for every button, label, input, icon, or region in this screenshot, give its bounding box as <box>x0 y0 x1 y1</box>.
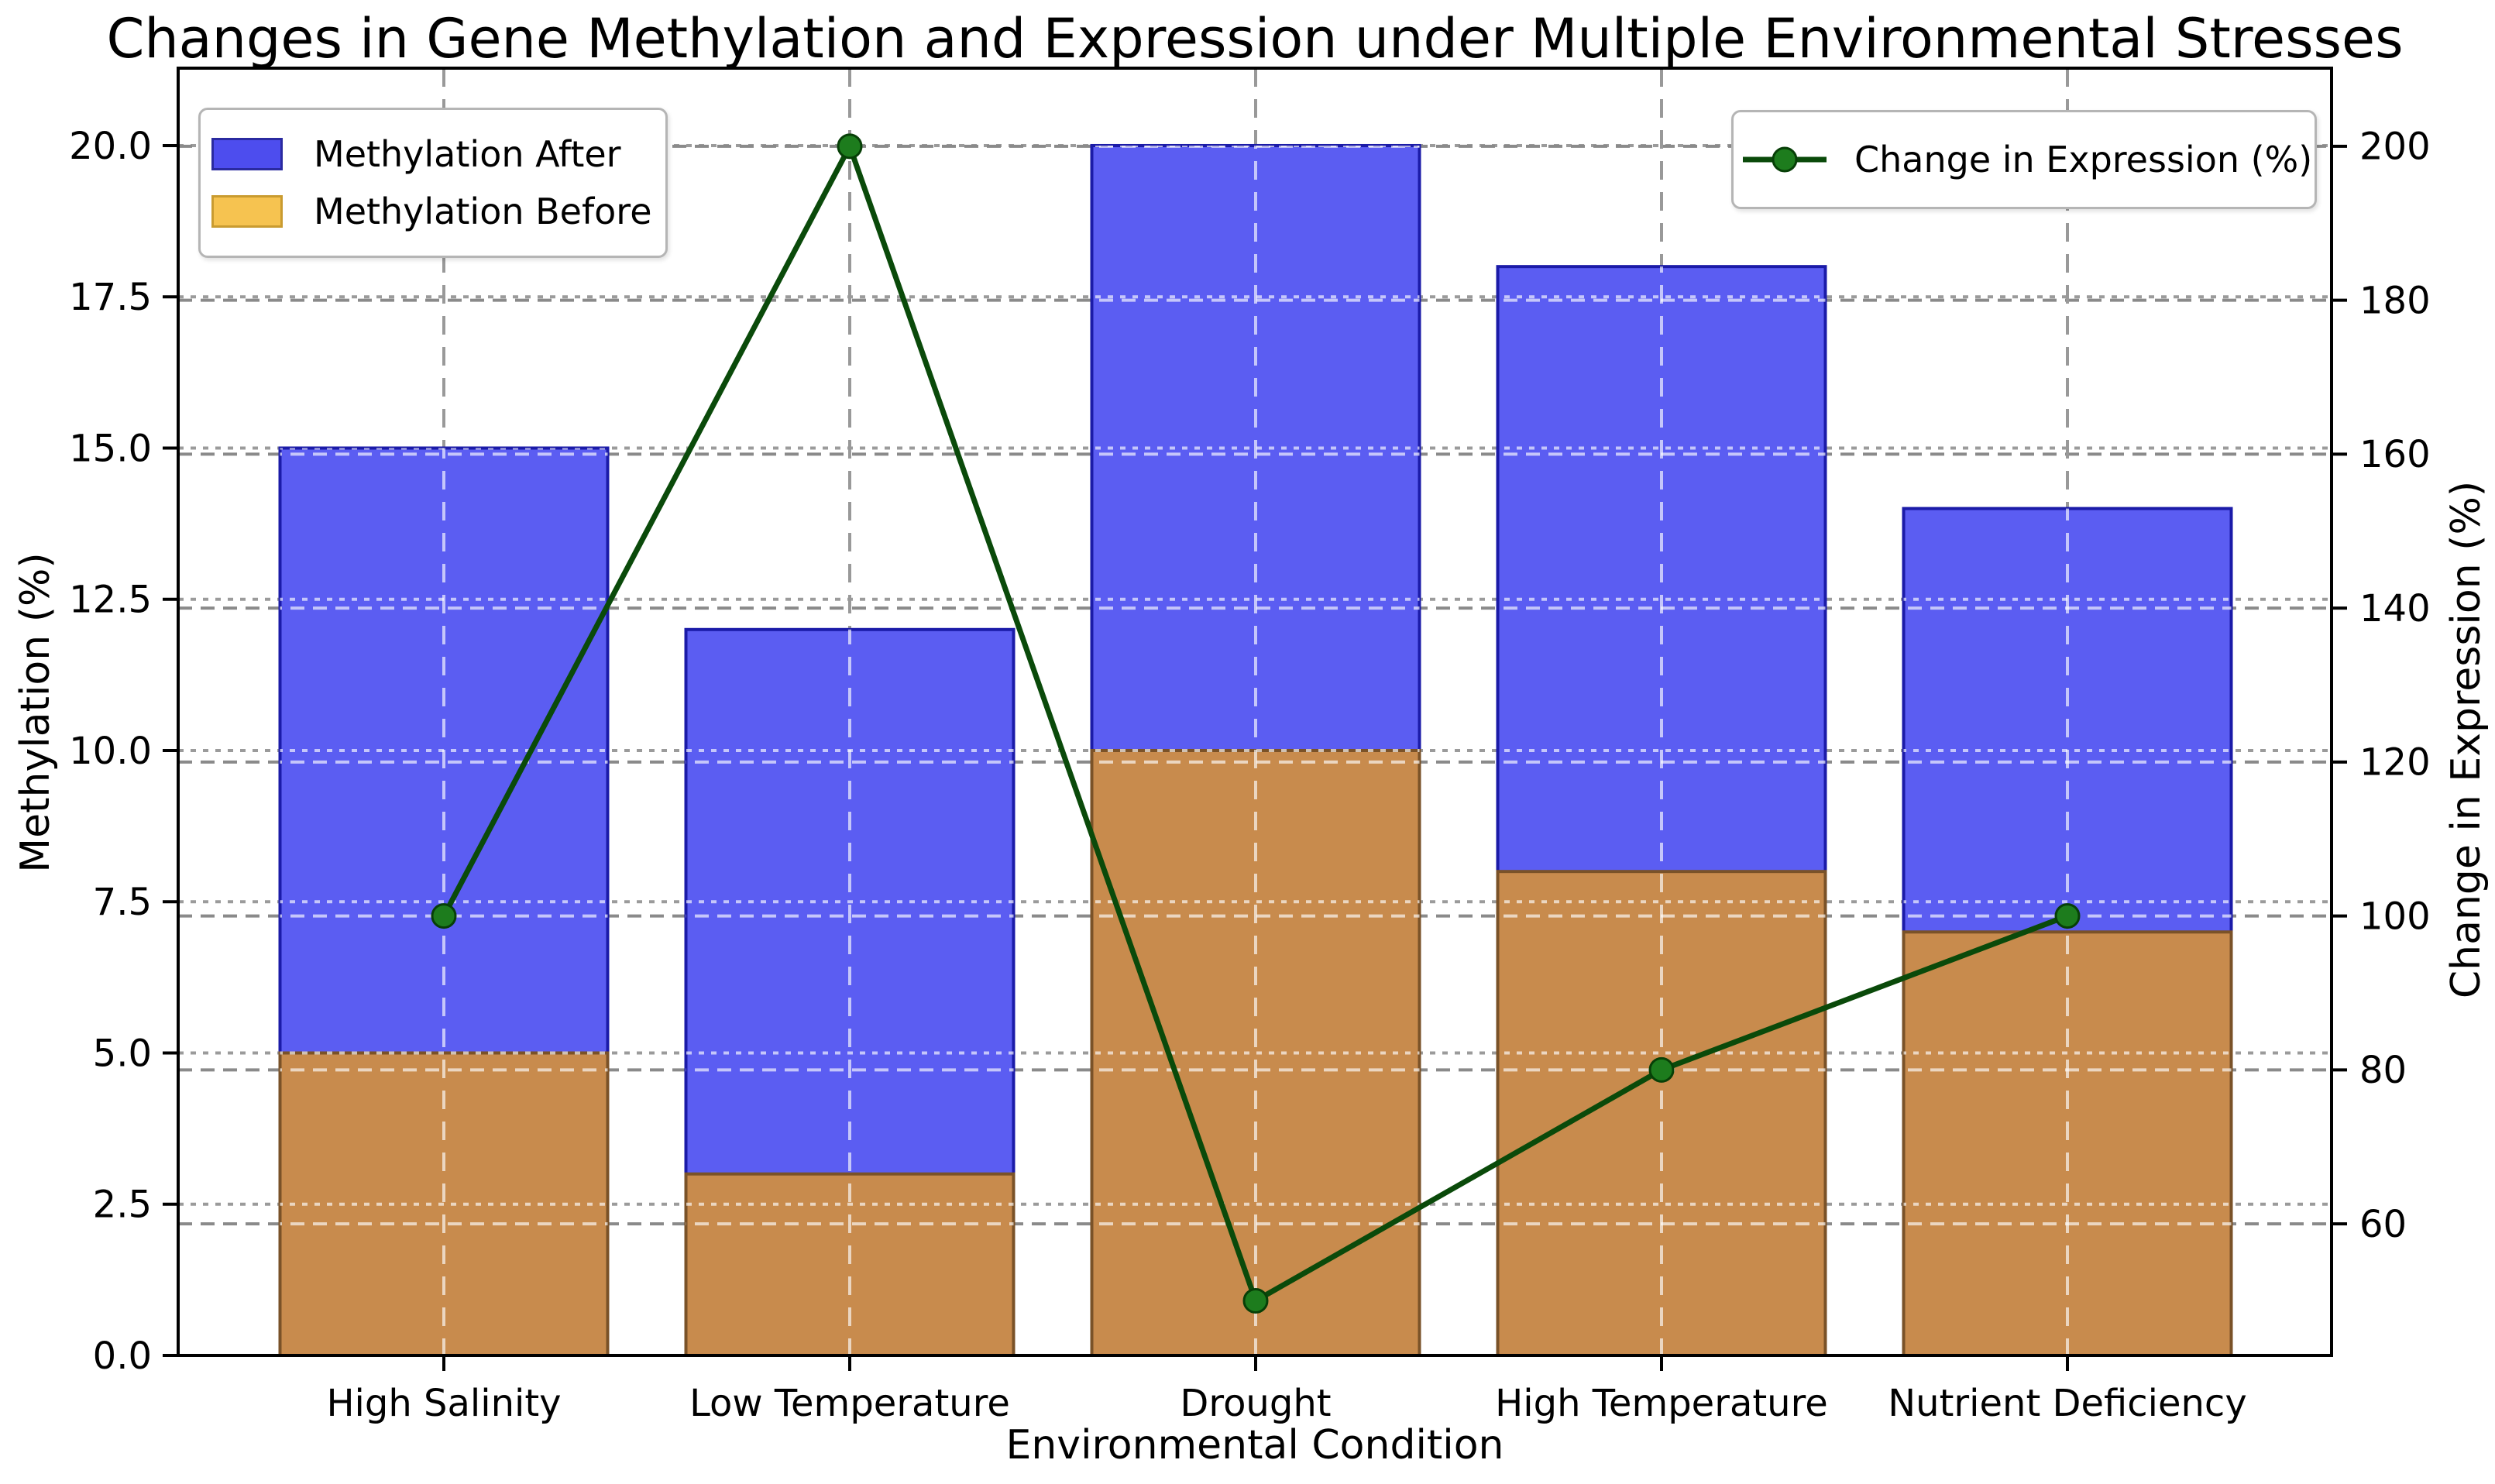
y-left-tick-label: 17.5 <box>69 276 152 319</box>
y-left-tick-label: 15.0 <box>69 427 152 470</box>
x-tick-label: High Salinity <box>326 1382 561 1425</box>
y-left-tick-label: 10.0 <box>69 730 152 773</box>
legend-methylation: Methylation After Methylation Before <box>198 108 668 258</box>
legend-item-methylation-before: Methylation Before <box>211 191 652 232</box>
y-left-tick-label: 2.5 <box>93 1183 152 1227</box>
legend-line-swatch <box>1743 146 1827 173</box>
y-left-tick-label: 20.0 <box>69 125 152 168</box>
legend-label-methylation-after: Methylation After <box>314 133 621 175</box>
legend-label-methylation-before: Methylation Before <box>314 191 652 232</box>
expression-marker-0 <box>431 903 457 929</box>
legend-expression: Change in Expression (%) <box>1731 110 2317 209</box>
expression-marker-2 <box>1242 1287 1269 1314</box>
legend-swatch-methylation-after <box>211 138 283 170</box>
y-axis-label-right: Change in Expression (%) <box>2443 480 2490 999</box>
expression-marker-1 <box>837 133 863 160</box>
expression-marker-4 <box>2054 903 2081 929</box>
y-right-tick-label: 80 <box>2359 1049 2407 1092</box>
y-left-tick-label: 0.0 <box>93 1335 152 1378</box>
y-left-tick-label: 7.5 <box>93 881 152 924</box>
legend-item-methylation-after: Methylation After <box>211 136 650 172</box>
y-left-tick-label: 12.5 <box>69 579 152 622</box>
y-right-tick-label: 200 <box>2359 125 2431 169</box>
legend-swatch-methylation-before <box>211 195 283 228</box>
axis-ticks: 0.0 2.5 5.0 7.5 10.0 12.5 15.0 17.5 20.0 60 80 100 1… <box>69 125 2431 1425</box>
y-right-tick-label: 100 <box>2359 895 2431 938</box>
y-right-tick-label: 180 <box>2359 279 2431 322</box>
x-tick-label: High Temperature <box>1495 1382 1828 1425</box>
y-right-tick-label: 120 <box>2359 741 2431 785</box>
y-right-tick-label: 140 <box>2359 587 2431 630</box>
x-tick-label: Nutrient Deficiency <box>1888 1382 2246 1425</box>
legend-label-expression: Change in Expression (%) <box>1854 139 2313 180</box>
expression-marker-3 <box>1648 1056 1675 1083</box>
x-axis-label: Environmental Condition <box>1005 1422 1504 1469</box>
x-tick-label: Drought <box>1180 1382 1331 1425</box>
x-tick-label: Low Temperature <box>689 1382 1010 1425</box>
y-right-tick-label: 60 <box>2359 1203 2407 1246</box>
y-axis-label-left: Methylation (%) <box>12 552 59 873</box>
y-left-tick-label: 5.0 <box>93 1032 152 1075</box>
chart-title: Changes in Gene Methylation and Expressi… <box>106 7 2404 70</box>
y-right-tick-label: 160 <box>2359 433 2431 476</box>
